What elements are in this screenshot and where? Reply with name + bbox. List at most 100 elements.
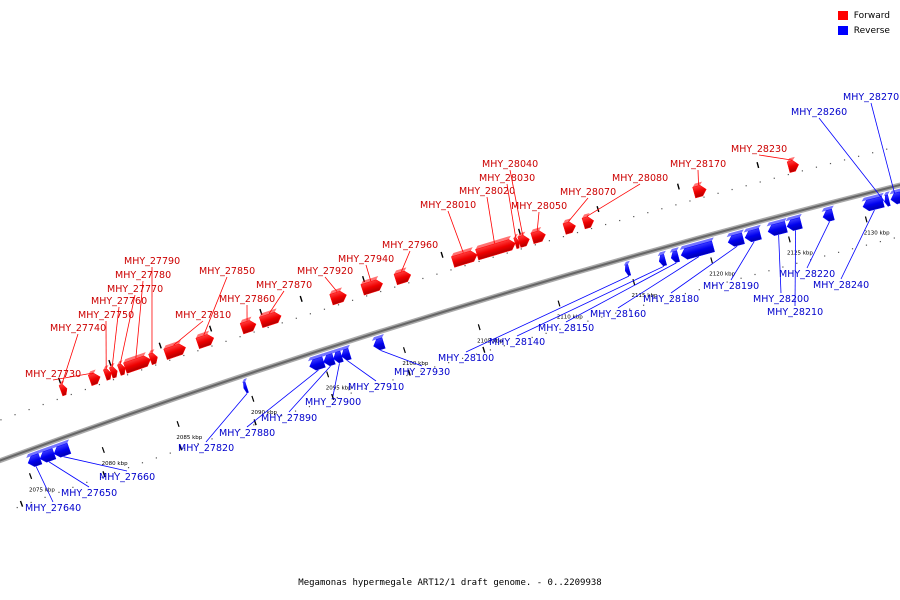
track-dot <box>422 277 424 280</box>
track-dot <box>28 408 30 411</box>
track-dot <box>169 359 171 361</box>
track-dot <box>824 255 826 257</box>
leader-line <box>324 276 338 292</box>
forward-gene-arrow <box>329 287 347 306</box>
leader-line <box>332 363 340 397</box>
track-dot <box>86 481 88 483</box>
tick-mark <box>477 324 481 331</box>
track-dot <box>295 317 297 319</box>
track-dot <box>886 148 888 150</box>
track-dot <box>434 366 436 368</box>
track-dot <box>308 405 311 408</box>
track-dot <box>183 354 185 357</box>
track-dot <box>633 215 635 218</box>
track-dot <box>684 292 686 295</box>
track-dot <box>534 244 536 246</box>
tick-mark <box>864 216 868 223</box>
track-dot <box>58 491 60 493</box>
leader-line <box>61 333 79 385</box>
minor-tick <box>19 500 24 507</box>
gene-label-reverse: MHY_27820 <box>178 443 234 454</box>
track-dot <box>420 370 422 372</box>
forward-gene-arrow <box>360 276 383 296</box>
tick-label: 2100 kbp <box>402 361 428 367</box>
track-dot <box>155 457 157 459</box>
forward-gene-arrow <box>163 340 186 360</box>
forward-gene-arrow <box>195 330 215 349</box>
leader-line <box>365 264 372 282</box>
gene-label-forward: MHY_27780 <box>115 270 171 281</box>
reverse-gene-arrow <box>307 352 326 371</box>
track-dot <box>281 415 283 417</box>
track-dot <box>829 162 832 165</box>
gene-label-reverse: MHY_28140 <box>489 337 545 348</box>
forward-gene-arrow <box>475 235 516 261</box>
track-dot <box>506 252 508 254</box>
tick-mark <box>28 473 33 480</box>
reverse-gene-arrow <box>657 250 668 267</box>
track-dot <box>127 467 130 469</box>
gene-label-forward: MHY_27920 <box>297 266 353 277</box>
gene-label-reverse: MHY_28240 <box>813 280 869 291</box>
tick-label: 2125 kbp <box>787 250 813 256</box>
gene-label-forward: MHY_27870 <box>256 280 312 291</box>
track-dot <box>44 496 46 498</box>
track-dot <box>768 270 770 272</box>
gene-label-forward: MHY_27770 <box>107 284 163 295</box>
minor-tick <box>253 419 257 426</box>
gene-label-forward: MHY_28030 <box>479 173 535 184</box>
track-dot <box>253 331 255 333</box>
minor-tick <box>676 183 680 190</box>
track-dot <box>197 442 199 445</box>
track-dot <box>576 231 579 234</box>
gene-label-reverse: MHY_28260 <box>791 107 847 118</box>
track-dot <box>489 349 492 351</box>
forward-gene-arrow <box>117 360 126 376</box>
gene-label-forward: MHY_28230 <box>731 144 787 155</box>
tick-mark <box>402 347 406 354</box>
forward-gene-arrow <box>258 308 282 328</box>
gene-label-forward: MHY_27790 <box>124 256 180 267</box>
track-dot <box>239 336 241 338</box>
forward-swatch <box>837 11 848 20</box>
track-dot <box>703 196 705 198</box>
forward-gene-arrow <box>239 316 257 335</box>
leader-line <box>380 349 423 367</box>
track-dot <box>893 237 895 239</box>
track-dot <box>56 398 58 401</box>
tick-label: 2095 kbp <box>326 386 352 392</box>
forward-gene-arrow <box>581 212 594 230</box>
legend-reverse: Reverse <box>837 23 890 38</box>
track-dot <box>601 316 603 318</box>
reverse-gene-arrow <box>743 224 762 243</box>
leader-line <box>347 360 377 382</box>
track-dot <box>815 166 818 168</box>
track-dot <box>464 265 466 267</box>
tick-mark <box>632 278 636 286</box>
reverse-gene-arrow <box>726 229 745 247</box>
genome-backbone-shadow <box>0 182 900 464</box>
track-dot <box>350 392 352 394</box>
track-dot <box>14 414 16 416</box>
track-dot <box>548 240 550 242</box>
reverse-gene-arrow <box>339 344 352 361</box>
gene-label-reverse: MHY_28200 <box>753 294 809 305</box>
gene-label-forward: MHY_27730 <box>25 369 81 380</box>
track-dot <box>698 289 700 291</box>
gene-label-reverse: MHY_27660 <box>99 472 155 483</box>
gene-label-reverse: MHY_28150 <box>538 323 594 334</box>
track-dot <box>754 273 756 276</box>
reverse-swatch <box>837 26 848 35</box>
gene-label-reverse: MHY_28210 <box>767 307 823 318</box>
leader-line <box>758 154 793 161</box>
minor-tick <box>482 346 486 353</box>
forward-gene-arrow <box>692 181 707 199</box>
track-dot <box>378 383 380 385</box>
leader-line <box>730 241 755 281</box>
forward-gene-arrow <box>513 233 520 249</box>
reverse-gene-arrow <box>883 191 891 207</box>
tick-label: 2110 kbp <box>557 315 583 321</box>
gene-label-reverse: MHY_27890 <box>261 413 317 424</box>
leader-line <box>135 280 144 359</box>
reverse-gene-arrow <box>371 333 386 351</box>
